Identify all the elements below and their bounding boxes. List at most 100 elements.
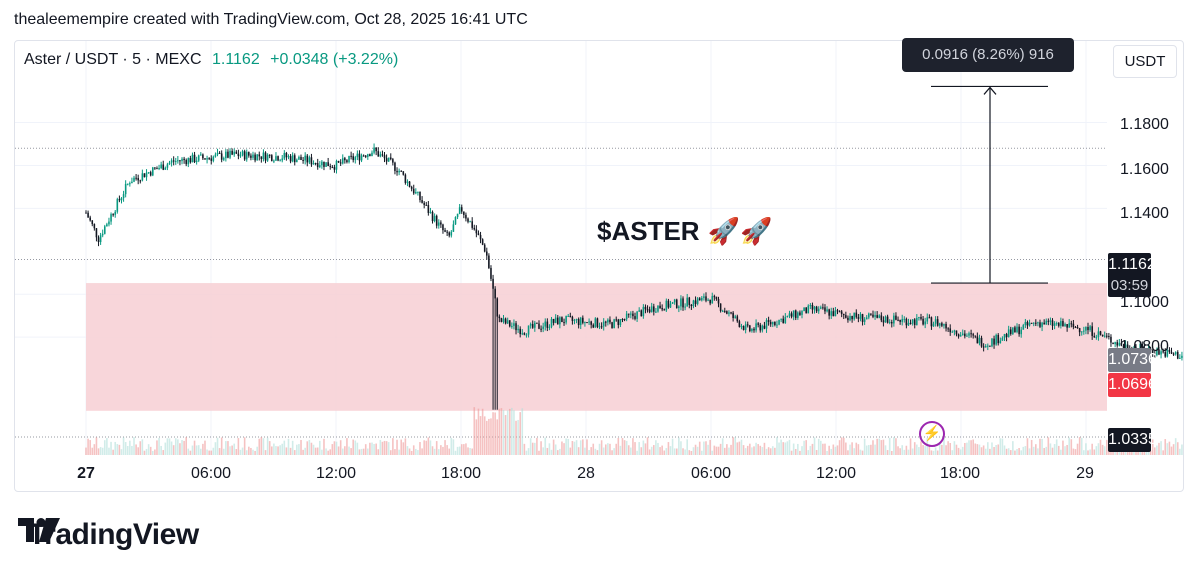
candle-body	[139, 180, 142, 182]
volume-bar	[600, 440, 603, 455]
volume-bar	[911, 448, 914, 455]
volume-bar	[126, 445, 129, 455]
volume-bar	[830, 448, 833, 455]
candle-body	[463, 211, 465, 215]
volume-bar	[922, 445, 924, 455]
volume-bar	[154, 449, 156, 455]
tradingview-logo[interactable]: TradingView	[18, 518, 199, 552]
candle-body	[556, 317, 559, 325]
candle-body	[857, 317, 860, 319]
candle-body	[383, 155, 386, 159]
candle-body	[467, 218, 469, 222]
volume-bar	[655, 440, 657, 455]
candle-body	[1039, 322, 1041, 327]
volume-bar	[630, 447, 632, 455]
candle-body	[118, 199, 121, 201]
candle-body	[1139, 343, 1141, 350]
candle-body	[387, 157, 390, 162]
x-tick-label: 12:00	[815, 465, 857, 482]
candle-body	[968, 333, 970, 336]
chart-annotation[interactable]: $ASTER 🚀🚀	[597, 216, 772, 247]
candle-body	[494, 288, 496, 299]
candle-body	[440, 222, 442, 225]
candle-body	[621, 319, 624, 321]
volume-bar	[91, 447, 94, 455]
candle-body	[826, 309, 828, 312]
volume-bar	[264, 450, 267, 455]
candle-body	[291, 155, 294, 162]
candle-body	[452, 224, 455, 232]
y-tick-label: 1.1000	[1120, 294, 1169, 311]
volume-bar	[1164, 439, 1167, 455]
volume-bar	[934, 447, 937, 455]
candle-body	[126, 183, 129, 185]
candle-body	[1053, 323, 1056, 326]
candle-body	[222, 158, 225, 160]
volume-bar	[206, 449, 208, 455]
volume-bar	[408, 448, 411, 455]
volume-bar	[517, 419, 519, 455]
volume-bar	[490, 418, 492, 455]
candle-body	[373, 147, 375, 153]
volume-bar	[1078, 437, 1081, 455]
candle-body	[554, 317, 557, 323]
volume-bar	[237, 438, 240, 455]
candle-body	[771, 321, 774, 325]
volume-bar	[561, 441, 563, 455]
measure-label: 0.0916 (8.26%) 916	[902, 38, 1074, 72]
volume-bar	[774, 447, 776, 455]
price-chart[interactable]	[15, 41, 1184, 492]
candle-body	[191, 154, 194, 163]
volume-bar	[404, 438, 407, 455]
volume-bar	[834, 446, 837, 455]
volume-bar	[1007, 448, 1010, 455]
volume-bar	[529, 438, 532, 455]
candle-body	[899, 319, 901, 322]
candle-body	[168, 162, 171, 165]
candle-body	[884, 316, 887, 323]
candle-body	[450, 231, 453, 236]
candle-body	[325, 162, 327, 167]
candle-body	[1112, 342, 1114, 345]
candle-body	[824, 307, 826, 312]
volume-bar	[757, 444, 759, 455]
candle-body	[1016, 326, 1018, 333]
volume-bar	[465, 443, 467, 455]
candle-body	[870, 313, 872, 315]
volume-bar	[504, 415, 507, 455]
volume-bar	[930, 450, 933, 455]
volume-bar	[417, 450, 419, 455]
volume-bar	[1170, 446, 1173, 455]
volume-bar	[755, 442, 757, 455]
candle-body	[302, 159, 304, 161]
volume-bar	[776, 437, 778, 455]
volume-bar	[734, 437, 737, 455]
candle-body	[174, 160, 177, 162]
candle-body	[1024, 321, 1027, 326]
volume-bar	[1068, 437, 1071, 455]
chart-pane[interactable]	[14, 40, 1184, 492]
volume-bar	[552, 439, 555, 455]
volume-bar	[331, 444, 334, 455]
candle-body	[701, 297, 703, 301]
candle-body	[974, 335, 977, 337]
volume-bar	[496, 419, 499, 455]
volume-bar	[584, 447, 586, 455]
candle-body	[511, 325, 513, 327]
candle-body	[755, 323, 757, 331]
volume-bar	[1154, 447, 1156, 455]
candle-body	[306, 155, 309, 163]
candle-body	[792, 310, 795, 317]
currency-button[interactable]: USDT	[1113, 45, 1177, 78]
volume-bar	[1160, 441, 1162, 455]
volume-bar	[945, 445, 947, 455]
volume-bar	[1097, 443, 1100, 455]
candle-body	[665, 300, 668, 311]
volume-bar	[550, 449, 553, 455]
candle-body	[233, 151, 236, 155]
candle-body	[415, 192, 417, 194]
candle-body	[640, 310, 643, 317]
lightning-icon[interactable]: ⚡	[919, 421, 945, 447]
candle-body	[993, 338, 995, 345]
candle-body	[592, 324, 595, 328]
